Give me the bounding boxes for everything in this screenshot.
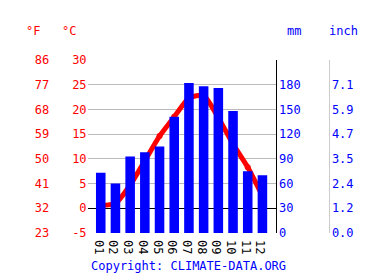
svg-text:10: 10 xyxy=(72,152,86,166)
svg-text:10: 10 xyxy=(224,240,238,254)
svg-text:180: 180 xyxy=(279,78,301,92)
svg-text:Copyright: CLIMATE-DATA.ORG: Copyright: CLIMATE-DATA.ORG xyxy=(91,259,286,273)
svg-text:08: 08 xyxy=(195,240,209,254)
svg-text:0.0: 0.0 xyxy=(332,226,354,240)
svg-text:3.5: 3.5 xyxy=(332,152,354,166)
svg-text:02: 02 xyxy=(106,240,120,254)
svg-text:7.1: 7.1 xyxy=(332,78,354,92)
svg-text:25: 25 xyxy=(72,78,86,92)
svg-text:5: 5 xyxy=(79,177,86,191)
svg-text:°C: °C xyxy=(62,24,76,38)
svg-text:01: 01 xyxy=(92,240,106,254)
svg-text:0: 0 xyxy=(79,201,86,215)
svg-text:86: 86 xyxy=(35,53,49,67)
svg-text:03: 03 xyxy=(121,240,135,254)
svg-text:23: 23 xyxy=(35,226,49,240)
svg-text:20: 20 xyxy=(72,103,86,117)
svg-text:68: 68 xyxy=(35,103,49,117)
svg-text:°F: °F xyxy=(26,24,40,38)
svg-text:150: 150 xyxy=(279,103,301,117)
svg-text:06: 06 xyxy=(165,240,179,254)
svg-text:inch: inch xyxy=(329,24,358,38)
svg-text:09: 09 xyxy=(209,240,223,254)
svg-text:-5: -5 xyxy=(72,226,86,240)
svg-text:2.4: 2.4 xyxy=(332,177,354,191)
svg-text:04: 04 xyxy=(136,240,150,254)
svg-text:50: 50 xyxy=(35,152,49,166)
svg-text:4.7: 4.7 xyxy=(332,127,354,141)
svg-text:120: 120 xyxy=(279,127,301,141)
svg-text:15: 15 xyxy=(72,127,86,141)
svg-text:30: 30 xyxy=(279,201,293,215)
svg-text:77: 77 xyxy=(35,78,49,92)
svg-text:05: 05 xyxy=(151,240,165,254)
svg-text:41: 41 xyxy=(35,177,49,191)
svg-text:30: 30 xyxy=(72,53,86,67)
svg-text:0: 0 xyxy=(279,226,286,240)
svg-text:mm: mm xyxy=(287,24,301,38)
svg-text:1.2: 1.2 xyxy=(332,201,354,215)
svg-text:12: 12 xyxy=(253,240,267,254)
svg-text:11: 11 xyxy=(239,240,253,254)
svg-text:32: 32 xyxy=(35,201,49,215)
svg-text:07: 07 xyxy=(180,240,194,254)
svg-text:59: 59 xyxy=(35,127,49,141)
svg-text:60: 60 xyxy=(279,177,293,191)
svg-text:90: 90 xyxy=(279,152,293,166)
svg-text:5.9: 5.9 xyxy=(332,103,354,117)
